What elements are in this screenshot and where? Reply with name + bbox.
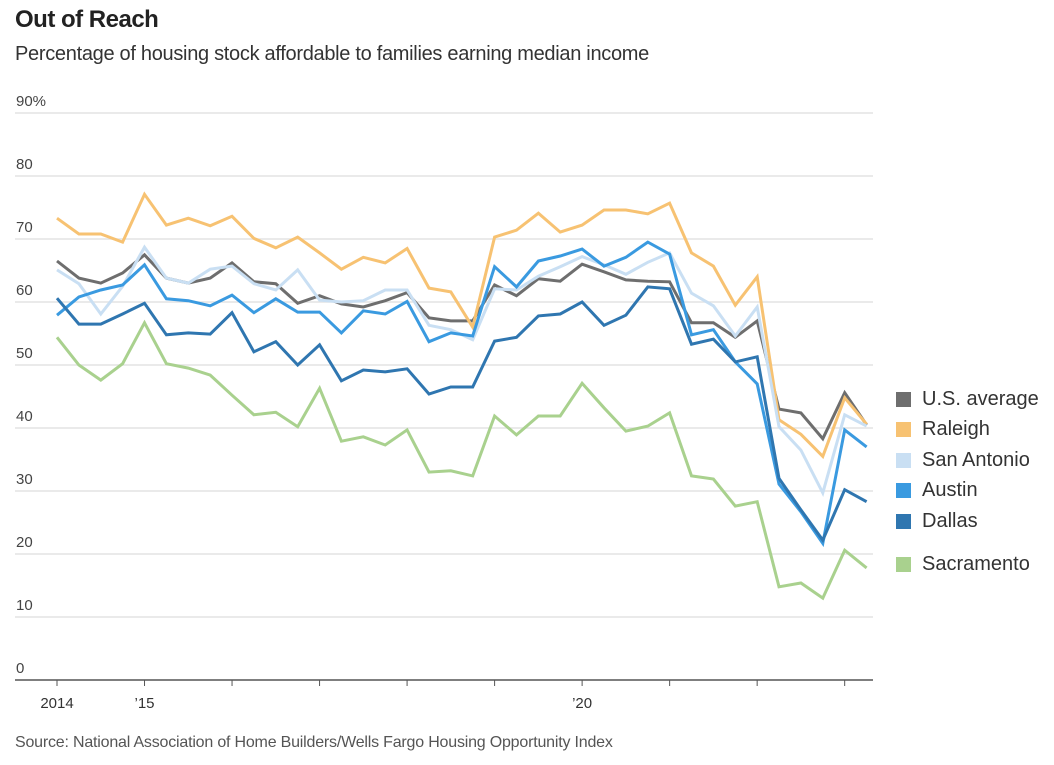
chart-title: Out of Reach <box>15 6 159 33</box>
legend-item-raleigh: Raleigh <box>896 415 1039 446</box>
legend-item-san-antonio: San Antonio <box>896 445 1039 476</box>
y-axis-labels: 0 10 20 30 40 50 60 70 80 90% <box>16 93 46 677</box>
legend-label: Raleigh <box>922 418 990 441</box>
series-line-raleigh <box>56 191 868 460</box>
x-axis: 2014 ’15 ’20 <box>15 679 873 712</box>
legend: U.S. average Raleigh San Antonio Austin … <box>896 384 1039 580</box>
y-tick-label: 40 <box>16 408 33 425</box>
y-tick-label: 0 <box>16 660 24 677</box>
legend-swatch-icon <box>896 391 911 407</box>
series-lines <box>55 191 868 601</box>
legend-label: San Antonio <box>922 448 1030 471</box>
legend-label: Sacramento <box>922 553 1030 576</box>
source-note: Source: National Association of Home Bui… <box>15 734 613 751</box>
series-line-austin <box>56 240 868 548</box>
y-tick-label: 30 <box>16 471 33 488</box>
y-tick-label: 10 <box>16 597 33 614</box>
legend-item-us-average: U.S. average <box>896 384 1039 415</box>
gridlines <box>15 112 873 618</box>
legend-item-austin: Austin <box>896 476 1039 507</box>
series-line-sacramento <box>55 319 868 601</box>
x-tick-label: 2014 <box>40 695 73 712</box>
series-line-dallas <box>55 285 868 544</box>
legend-swatch-icon <box>896 422 911 438</box>
legend-label: Austin <box>922 479 978 502</box>
legend-swatch-icon <box>896 483 911 499</box>
legend-label: Dallas <box>922 509 978 532</box>
x-tick-label: ’20 <box>572 695 592 712</box>
legend-swatch-icon <box>896 513 911 529</box>
y-tick-label: 70 <box>16 219 33 236</box>
y-tick-label: 20 <box>16 534 33 551</box>
legend-swatch-icon <box>896 557 911 573</box>
y-tick-label: 60 <box>16 282 33 299</box>
legend-label: U.S. average <box>922 387 1039 410</box>
y-tick-label: 80 <box>16 156 33 173</box>
y-tick-label: 50 <box>16 345 33 362</box>
x-tick-label: ’15 <box>135 695 155 712</box>
legend-item-sacramento: Sacramento <box>896 550 1039 581</box>
legend-swatch-icon <box>896 452 911 468</box>
y-tick-label: 90% <box>16 93 46 110</box>
legend-item-dallas: Dallas <box>896 506 1039 537</box>
chart-subtitle: Percentage of housing stock affordable t… <box>15 43 649 65</box>
